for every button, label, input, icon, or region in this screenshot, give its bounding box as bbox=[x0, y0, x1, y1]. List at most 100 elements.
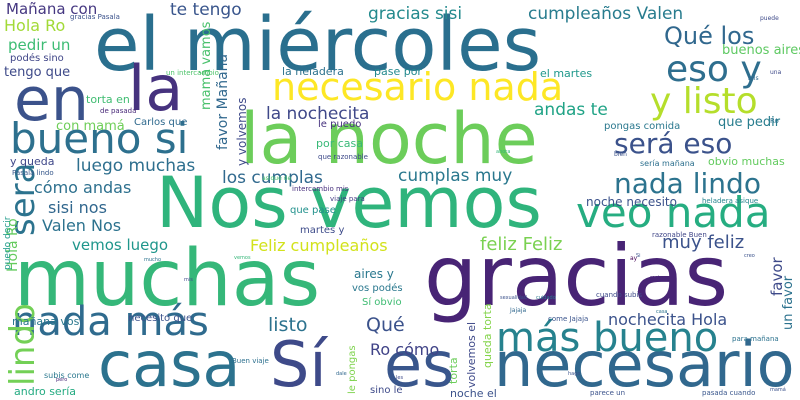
cloud-word: gracias sisi bbox=[368, 4, 463, 24]
cloud-word: Mañana con bbox=[6, 0, 98, 18]
cloud-word: le pongas bbox=[347, 345, 358, 394]
cloud-word: sisi nos bbox=[48, 198, 107, 217]
cloud-word: nochecita Hola bbox=[608, 310, 728, 329]
cloud-word: le puedo bbox=[318, 119, 362, 130]
cloud-word: bueno si bbox=[10, 114, 189, 163]
cloud-word: mucho bbox=[144, 257, 162, 263]
cloud-word: eso y bbox=[666, 49, 762, 90]
cloud-word: Ro cómo bbox=[370, 340, 440, 359]
cloud-word: por casa bbox=[316, 137, 363, 150]
cloud-word: un favor bbox=[781, 275, 796, 330]
cloud-word: mamá bbox=[770, 387, 786, 393]
cloud-word: subis come bbox=[44, 371, 90, 380]
cloud-word: queda torta bbox=[481, 303, 494, 368]
cloud-word: muy feliz bbox=[662, 232, 745, 253]
cloud-word: nada más bbox=[12, 299, 209, 345]
cloud-word: muchas bbox=[14, 234, 321, 324]
cloud-word: y listo bbox=[650, 81, 758, 122]
cloud-word: de pasada bbox=[100, 107, 137, 115]
cloud-word: casa bbox=[656, 309, 668, 315]
cloud-word: Si bbox=[636, 253, 641, 259]
cloud-word: obvio muchas bbox=[708, 155, 785, 168]
cloud-word: cumplas muy bbox=[398, 166, 513, 186]
cloud-word: tengo que bbox=[4, 65, 71, 80]
cloud-word: heladera asique bbox=[702, 197, 759, 205]
cloud-word: para mañana bbox=[732, 335, 779, 343]
cloud-word: cumpleaños Valen bbox=[528, 4, 684, 24]
cloud-word: cuidado bbox=[536, 295, 556, 301]
cloud-word: creo bbox=[744, 253, 755, 259]
cloud-word: en bbox=[14, 65, 89, 135]
cloud-word: puede bbox=[760, 15, 779, 22]
cloud-word: Sí obvio bbox=[362, 297, 402, 308]
cloud-word: buenos aires bbox=[722, 43, 800, 58]
cloud-word: pongas comida bbox=[604, 121, 681, 132]
cloud-word: casa bbox=[98, 328, 241, 400]
cloud-word: parece un bbox=[590, 389, 626, 397]
cloud-word: Qué bbox=[366, 314, 405, 336]
cloud-word: dale bbox=[336, 371, 347, 377]
cloud-word: el martes bbox=[540, 67, 593, 80]
cloud-word: vos podés bbox=[352, 283, 403, 294]
cloud-word: veo nada bbox=[576, 188, 771, 237]
cloud-word: la bbox=[128, 52, 184, 125]
cloud-word: andro sería bbox=[14, 385, 77, 398]
cloud-word: necesario bbox=[494, 328, 795, 400]
cloud-word: mejor bbox=[650, 275, 665, 281]
cloud-word: pero bbox=[56, 377, 68, 383]
cloud-word: noche necesito bbox=[586, 195, 677, 209]
cloud-word: la heladera bbox=[282, 65, 344, 78]
cloud-word: nada lindo bbox=[614, 167, 761, 200]
cloud-word: el miércoles bbox=[94, 2, 542, 88]
cloud-word: gracias bbox=[424, 227, 729, 325]
cloud-word: martes y bbox=[300, 225, 345, 236]
cloud-word: será eso bbox=[614, 127, 733, 160]
cloud-word: necesito que bbox=[128, 313, 193, 324]
cloud-word: que pase bbox=[290, 205, 336, 216]
cloud-word: te tengo bbox=[170, 0, 242, 20]
cloud-word: viaje para bbox=[330, 195, 365, 203]
cloud-word: más bueno bbox=[496, 315, 719, 361]
cloud-word: sería mañana bbox=[640, 159, 695, 168]
cloud-word: y volvemos bbox=[235, 97, 249, 166]
cloud-word: con mamá bbox=[56, 119, 125, 134]
cloud-word: sino le bbox=[370, 385, 403, 396]
cloud-word: y queda bbox=[10, 155, 55, 168]
cloud-word: come Jajaja bbox=[548, 315, 589, 323]
cloud-word: torta en bbox=[86, 93, 130, 106]
cloud-word: pedir un bbox=[8, 36, 71, 54]
cloud-word: que razonable bbox=[318, 153, 368, 161]
cloud-word: es bbox=[384, 328, 455, 400]
cloud-word: Valen Nos bbox=[42, 216, 122, 235]
cloud-word: pase por bbox=[374, 65, 422, 78]
cloud-word: que pedir bbox=[718, 115, 781, 130]
cloud-word: mis bbox=[184, 277, 193, 283]
cloud-word: mis bbox=[748, 75, 759, 82]
cloud-word: Carlos que bbox=[134, 117, 188, 128]
cloud-word: feliz Feliz bbox=[480, 234, 563, 255]
cloud-word: Jajaja bbox=[510, 307, 527, 314]
cloud-word: aires y bbox=[354, 267, 394, 281]
cloud-word: cómo andas bbox=[34, 178, 132, 197]
cloud-word: mañana vos bbox=[12, 315, 80, 328]
cloud-word: un intercambio bbox=[166, 69, 219, 77]
cloud-word: sexualidad bbox=[500, 295, 527, 301]
cloud-word: Qué los bbox=[664, 22, 755, 50]
cloud-word: Hola Ro bbox=[4, 16, 66, 35]
cloud-word: torta bbox=[447, 357, 460, 384]
cloud-word: andas te bbox=[534, 100, 608, 120]
cloud-word: luego muchas bbox=[76, 156, 196, 176]
cloud-word: Feliz cumpleaños bbox=[250, 236, 388, 255]
cloud-word: Pasala lindo bbox=[12, 169, 54, 177]
cloud-word: la nochecita bbox=[266, 104, 370, 124]
cloud-word: Nos vemos bbox=[156, 162, 542, 244]
cloud-word: puedo decir bbox=[3, 216, 13, 270]
cloud-word: vemos luego bbox=[72, 236, 169, 254]
cloud-word: los cumplas bbox=[222, 168, 323, 188]
cloud-word: podés sino bbox=[10, 53, 64, 64]
cloud-word: una bbox=[770, 69, 782, 76]
cloud-word: listo bbox=[268, 314, 308, 336]
cloud-word: ay bbox=[630, 255, 638, 262]
cloud-word: Buen viaje bbox=[232, 357, 269, 365]
